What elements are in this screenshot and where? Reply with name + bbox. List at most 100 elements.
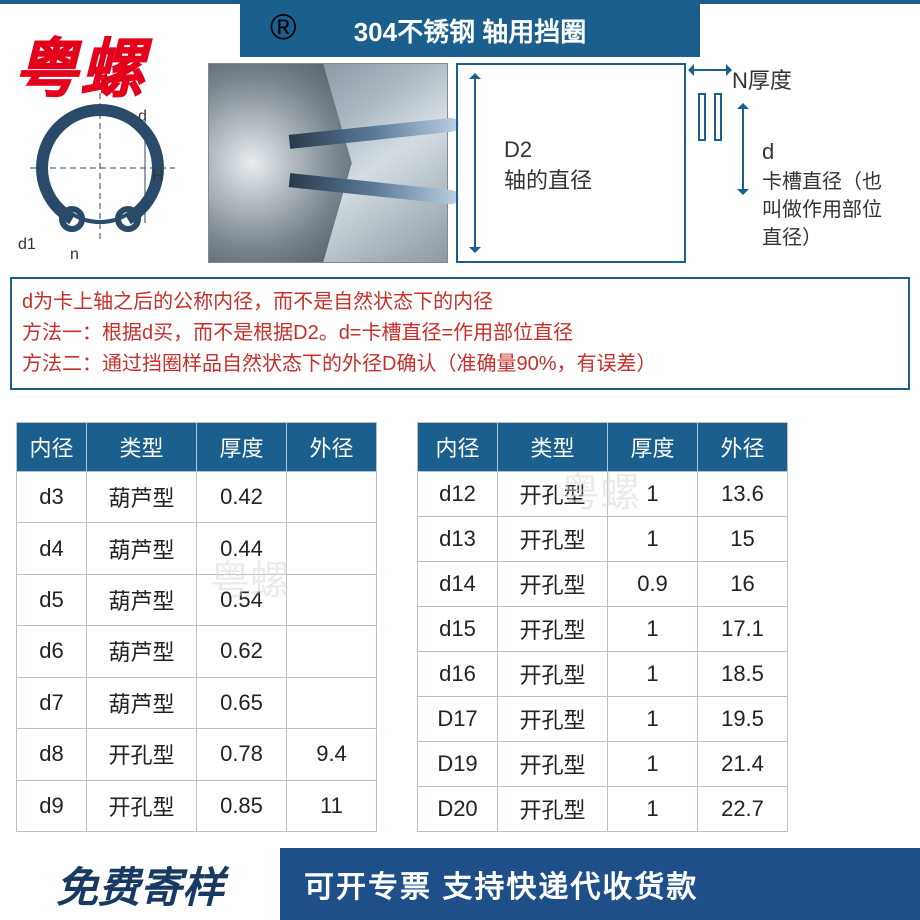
d-label: d [762,137,890,168]
table-cell: 葫芦型 [87,677,197,728]
table-cell: 22.7 [698,787,788,832]
note-line-1: d为卡上轴之后的公称内径，而不是自然状态下的内径 [22,287,898,318]
table-cell: d6 [17,626,87,677]
n-thickness-label: N厚度 [732,63,792,95]
table-cell: d9 [17,780,87,831]
table-cell: 1 [608,652,698,697]
table-row: D20开孔型122.7 [418,787,788,832]
col-header: 类型 [498,423,608,472]
table-cell: 1 [608,517,698,562]
spec-table-right: 内径类型厚度外径 d12开孔型113.6d13开孔型115d14开孔型0.916… [417,422,788,832]
d2-label: D2 [504,135,592,166]
table-cell [287,523,377,574]
d2-diagram: D2 轴的直径 [456,63,686,263]
col-header: 外径 [698,423,788,472]
table-cell: 0.62 [197,626,287,677]
n-arrow-icon [690,69,730,71]
table-cell: 开孔型 [498,742,608,787]
table-row: d16开孔型118.5 [418,652,788,697]
label-d: d [138,108,147,125]
table-cell: 11 [287,780,377,831]
table-cell: 9.4 [287,729,377,780]
table-cell: 15 [698,517,788,562]
table-cell: D20 [418,787,498,832]
table-row: d5葫芦型0.54 [17,574,377,625]
table-cell: 0.44 [197,523,287,574]
table-cell: 葫芦型 [87,574,197,625]
slot-arrow-icon [742,105,744,193]
slot-bars-icon [698,93,722,141]
table-row: d9开孔型0.8511 [17,780,377,831]
table-cell: 17.1 [698,607,788,652]
table-cell: 19.5 [698,697,788,742]
registered-mark: ® [270,6,297,48]
table-cell: d16 [418,652,498,697]
table-cell: 0.65 [197,677,287,728]
table-row: d8开孔型0.789.4 [17,729,377,780]
table-cell: 16 [698,562,788,607]
table-cell: 1 [608,787,698,832]
table-cell: 开孔型 [498,697,608,742]
table-cell [287,677,377,728]
table-row: d4葫芦型0.44 [17,523,377,574]
footer: 免费寄样 可开专票 支持快递代收货款 [0,848,920,920]
table-cell: 0.78 [197,729,287,780]
label-n: n [70,246,79,263]
table-cell: 1 [608,742,698,787]
table-cell: d13 [418,517,498,562]
table-cell: 18.5 [698,652,788,697]
footer-left: 免费寄样 [0,848,280,920]
dimension-box: D2 轴的直径 N厚度 d 卡槽直径（也叫做作用部位直径） [456,63,910,263]
page-title: 304不锈钢 轴用挡圈 [240,4,700,57]
brand-logo: 粤螺 [14,18,146,110]
table-row: d12开孔型113.6 [418,472,788,517]
table-cell: 开孔型 [498,472,608,517]
table-cell [287,472,377,523]
table-cell: d4 [17,523,87,574]
d-desc: 卡槽直径（也叫做作用部位直径） [762,168,890,252]
table-cell: d15 [418,607,498,652]
n-diagram: N厚度 d 卡槽直径（也叫做作用部位直径） [690,63,890,263]
table-cell: d14 [418,562,498,607]
table-cell: 开孔型 [498,652,608,697]
table-cell: 葫芦型 [87,523,197,574]
table-cell: 开孔型 [498,517,608,562]
table-cell: 0.85 [197,780,287,831]
table-cell: d5 [17,574,87,625]
d2-desc: 轴的直径 [504,166,592,197]
col-header: 外径 [287,423,377,472]
table-cell: 1 [608,472,698,517]
table-cell: 开孔型 [87,729,197,780]
note-line-3: 方法二：通过挡圈样品自然状态下的外径D确认（准确量90%，有误差） [22,349,898,380]
table-row: d14开孔型0.916 [418,562,788,607]
footer-right: 可开专票 支持快递代收货款 [280,848,920,920]
tables-row: 内径类型厚度外径 d3葫芦型0.42d4葫芦型0.44d5葫芦型0.54d6葫芦… [0,394,920,832]
label-d1: d1 [18,236,36,253]
table-cell: 开孔型 [498,787,608,832]
table-row: d7葫芦型0.65 [17,677,377,728]
table-cell: 0.9 [608,562,698,607]
table-row: D19开孔型121.4 [418,742,788,787]
note-box: d为卡上轴之后的公称内径，而不是自然状态下的内径 方法一：根据d买，而不是根据D… [10,277,910,390]
d2-arrow-icon [474,75,476,251]
table-cell: 葫芦型 [87,472,197,523]
spec-table-left: 内径类型厚度外径 d3葫芦型0.42d4葫芦型0.44d5葫芦型0.54d6葫芦… [16,422,377,832]
table-cell: 开孔型 [498,562,608,607]
table-cell: 1 [608,607,698,652]
table-cell [287,626,377,677]
table-cell: 21.4 [698,742,788,787]
table-cell: d8 [17,729,87,780]
table-cell: 0.42 [197,472,287,523]
table-cell: 0.54 [197,574,287,625]
table-cell: D19 [418,742,498,787]
table-row: d15开孔型117.1 [418,607,788,652]
table-row: d3葫芦型0.42 [17,472,377,523]
col-header: 内径 [17,423,87,472]
col-header: 类型 [87,423,197,472]
table-cell: 开孔型 [87,780,197,831]
table-row: d13开孔型115 [418,517,788,562]
table-row: D17开孔型119.5 [418,697,788,742]
label-H: H [152,168,164,185]
table-cell: 葫芦型 [87,626,197,677]
col-header: 厚度 [608,423,698,472]
